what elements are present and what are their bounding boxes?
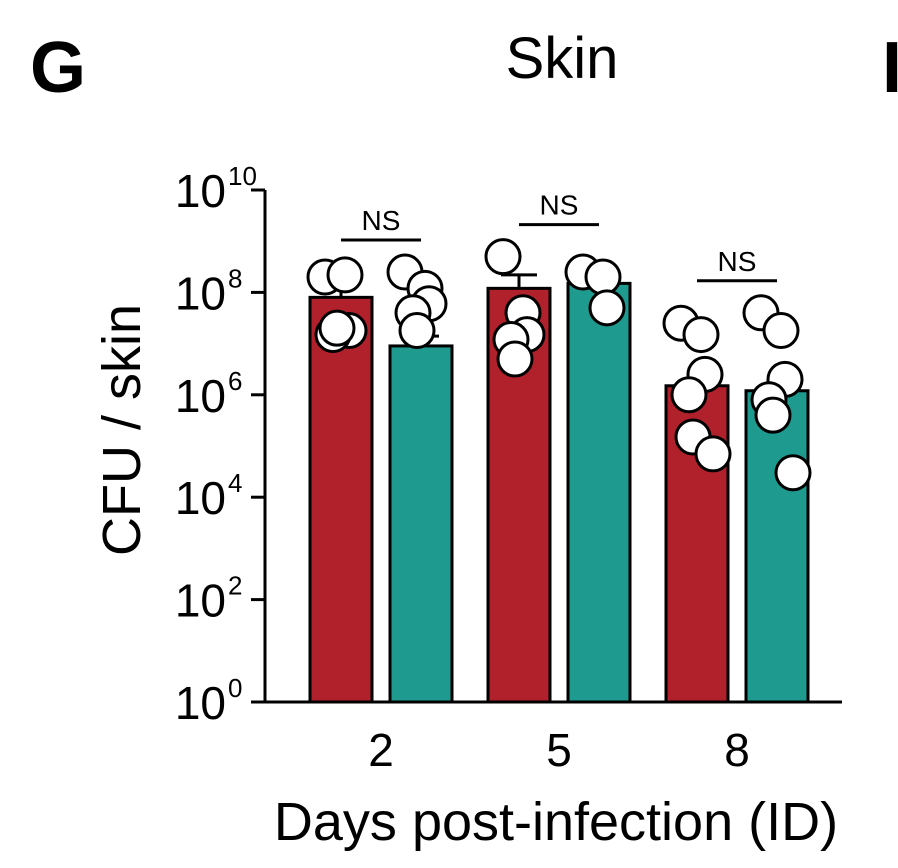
- bar: [390, 346, 452, 702]
- y-tick-label: 10: [175, 267, 226, 319]
- significance-label: NS: [718, 246, 757, 277]
- bar: [746, 391, 808, 702]
- y-tick-label: 10: [175, 165, 226, 217]
- data-point: [776, 456, 810, 490]
- y-tick-label: 10: [175, 677, 226, 729]
- x-axis-label: Days post-infection (ID): [274, 792, 838, 852]
- bar: [568, 283, 630, 702]
- panel-letter: G: [30, 28, 86, 108]
- chart-title: Skin: [506, 26, 619, 91]
- data-point: [328, 258, 362, 292]
- data-point: [400, 314, 434, 348]
- y-axis-label: CFU / skin: [92, 304, 152, 556]
- x-tick-label: 5: [546, 724, 572, 776]
- data-point: [498, 342, 532, 376]
- significance-label: NS: [362, 205, 401, 236]
- data-point: [684, 318, 718, 352]
- next-panel-letter: I: [882, 28, 898, 108]
- data-point: [764, 314, 798, 348]
- y-tick-exponent: 0: [228, 673, 242, 703]
- significance-label: NS: [540, 190, 579, 221]
- y-tick-label: 10: [175, 472, 226, 524]
- y-tick-exponent: 10: [228, 161, 257, 191]
- y-tick-exponent: 4: [228, 468, 242, 498]
- y-tick-exponent: 2: [228, 571, 242, 601]
- y-tick-label: 10: [175, 370, 226, 422]
- x-tick-label: 2: [368, 724, 394, 776]
- y-tick-exponent: 6: [228, 366, 242, 396]
- data-point: [486, 240, 520, 274]
- data-point: [320, 311, 354, 345]
- data-point: [672, 378, 706, 412]
- x-tick-label: 8: [724, 724, 750, 776]
- y-tick-label: 10: [175, 575, 226, 627]
- data-point: [756, 398, 790, 432]
- data-point: [586, 260, 620, 294]
- y-tick-exponent: 8: [228, 263, 242, 293]
- data-point: [590, 291, 624, 325]
- bar: [310, 297, 372, 702]
- data-point: [696, 437, 730, 471]
